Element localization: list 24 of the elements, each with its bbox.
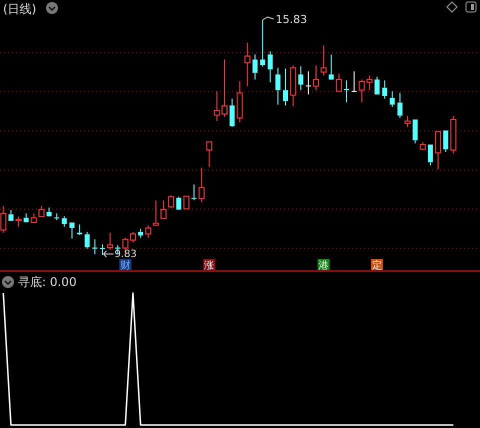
- candlestick: [100, 244, 105, 256]
- annotation: 15.83: [276, 13, 308, 26]
- candlestick: [77, 224, 82, 236]
- candlestick: [46, 207, 52, 216]
- candlestick: [298, 66, 304, 91]
- candlestick: [16, 216, 22, 228]
- candlestick: [230, 98, 235, 128]
- candlestick: [176, 196, 182, 210]
- candlestick: [390, 90, 395, 108]
- candlestick: [24, 212, 29, 222]
- chart-title: 寻底: 0.00: [18, 275, 77, 289]
- candlestick: [283, 68, 288, 106]
- candlestick: [252, 54, 258, 80]
- candlestick: [275, 67, 280, 106]
- candlestick: [306, 70, 311, 95]
- candlestick: [268, 50, 273, 83]
- annotation: 9.83: [114, 249, 137, 260]
- candlestick: [138, 228, 144, 238]
- candlestick: [260, 20, 266, 68]
- candlestick: [244, 42, 250, 87]
- chart-title: (日线): [3, 2, 36, 16]
- candlestick: [382, 80, 388, 100]
- candlestick: [62, 216, 67, 228]
- candlestick: [397, 92, 402, 118]
